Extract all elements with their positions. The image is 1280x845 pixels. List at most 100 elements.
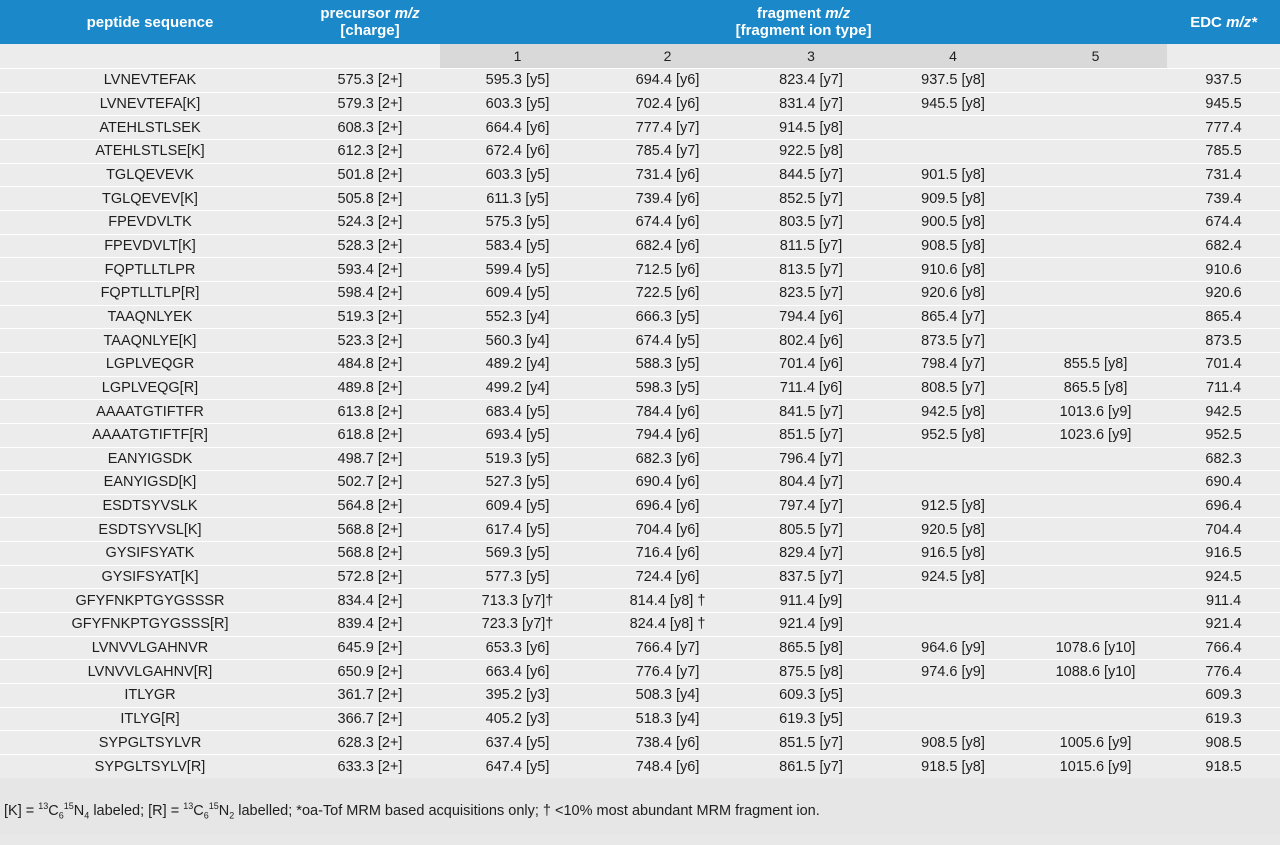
footnote-text: labelled; *oa-Tof MRM based acquisitions… [234,802,820,819]
table-cell: 937.5 [y8] [882,68,1024,93]
table-cell: 595.3 [y5] [440,68,595,93]
table-cell [882,588,1024,613]
table-row: LVNVVLGAHNV[R] 650.9 [2+] 663.4 [y6] 776.4 … [0,659,1280,684]
table-cell [1024,706,1168,731]
table-cell: 964.6 [y9] [882,635,1024,660]
table-cell [882,706,1024,731]
table-cell: FQPTLLTLPR [0,257,300,282]
table-cell: 918.5 [1167,754,1280,779]
footnote-text: N [218,802,230,819]
table-cell [1024,138,1168,164]
table-cell: 824.4 [y8] † [595,612,740,637]
table-cell: 829.4 [y7] [740,541,882,566]
table-cell: 603.3 [y5] [440,91,595,116]
table-cell: LVNEVTEFAK [0,68,300,93]
table-cell: 502.7 [2+] [300,470,440,495]
table-row: ITLYG[R] 366.7 [2+] 405.2 [y3] 518.3 [y4] 61… [0,706,1280,731]
table-cell: 524.3 [2+] [300,209,440,235]
table-cell: 766.4 [1167,635,1280,660]
header-cell: fragment m/z [fragment ion type] [440,0,1168,44]
table-cell: 690.4 [y6] [595,470,740,495]
header-text: precursor [320,5,391,22]
table-cell: LVNVVLGAHNV[R] [0,659,300,684]
table-cell [882,470,1024,495]
table-cell: 952.5 [y8] [882,422,1024,447]
table-row: FQPTLLTLPR 593.4 [2+] 599.4 [y5] 712.5 [y6]… [0,257,1280,282]
table-cell: 519.3 [2+] [300,304,440,329]
fragment-number: 2 [595,44,740,69]
table-cell: 945.5 [1167,91,1280,116]
table-cell: 696.4 [1167,493,1280,518]
table-cell: 865.5 [y8] [1024,375,1168,400]
table-cell: 498.7 [2+] [300,446,440,471]
header-text: EDC [1190,13,1222,31]
table-cell: 802.4 [y6] [740,328,882,353]
table-cell: 814.4 [y8] † [595,588,740,613]
subheader-row: 1 2 3 4 5 [0,44,1280,69]
table-cell: TGLQEVEV[K] [0,186,300,211]
table-row: LGPLVEQGR 484.8 [2+] 489.2 [y4] 588.3 [y5] 7… [0,351,1280,377]
table-cell: 617.4 [y5] [440,517,595,542]
table-cell: 711.4 [y6] [740,375,882,400]
table-cell: 693.4 [y5] [440,422,595,447]
table-row: TGLQEVEV[K] 505.8 [2+] 611.3 [y5] 739.4 [y6… [0,186,1280,211]
table-cell [1024,493,1168,518]
table-cell: 796.4 [y7] [740,446,882,471]
header-cell: EDC m/z* [1167,0,1280,44]
table-row: ATEHLSTLSEK 608.3 [2+] 664.4 [y6] 777.4 [y7… [0,115,1280,140]
table-cell: 704.4 [y6] [595,517,740,542]
table-cell: 921.4 [y9] [740,612,882,637]
table-cell: 723.3 [y7]† [440,612,595,637]
footnote-text: labeled; [R] = [89,802,184,819]
table-cell: 577.3 [y5] [440,564,595,589]
table-cell: 852.5 [y7] [740,186,882,211]
table-cell: 619.3 [1167,706,1280,731]
table-cell: 682.4 [1167,233,1280,258]
table-cell: 785.5 [1167,138,1280,164]
table-cell: 841.5 [y7] [740,399,882,424]
table-cell: 569.3 [y5] [440,541,595,566]
header-cell: peptide sequence [0,0,300,44]
table-cell: 748.4 [y6] [595,754,740,779]
table-cell: 609.3 [y5] [740,683,882,708]
table-cell: 722.5 [y6] [595,280,740,306]
table-cell: 910.6 [1167,257,1280,282]
table-cell: 603.3 [y5] [440,162,595,187]
table-cell [1024,115,1168,140]
table-row: FPEVDVLT[K] 528.3 [2+] 583.4 [y5] 682.4 [y6… [0,233,1280,258]
table-cell: 608.3 [2+] [300,115,440,140]
table-cell: 575.3 [2+] [300,68,440,93]
table-cell: 519.3 [y5] [440,446,595,471]
table-row: AAAATGTIFTF[R] 618.8 [2+] 693.4 [y5] 794.4 … [0,422,1280,447]
table-cell: 499.2 [y4] [440,375,595,400]
subheader-cell [1167,44,1280,69]
table-cell [1024,209,1168,235]
table-cell: 683.4 [y5] [440,399,595,424]
table-cell: 920.5 [y8] [882,517,1024,542]
table-cell: 901.5 [y8] [882,162,1024,187]
table-cell: ITLYG[R] [0,706,300,731]
table-cell: 916.5 [1167,541,1280,566]
table-cell [882,612,1024,637]
table-cell: 920.6 [y8] [882,280,1024,306]
table-cell: 583.4 [y5] [440,233,595,258]
table-cell: 701.4 [y6] [740,351,882,377]
table-cell: 682.4 [y6] [595,233,740,258]
table-cell: 811.5 [y7] [740,233,882,258]
table-cell: 484.8 [2+] [300,351,440,377]
table-row: GYSIFSYAT[K] 572.8 [2+] 577.3 [y5] 724.4 [y… [0,564,1280,589]
table-cell: EANYIGSD[K] [0,470,300,495]
table-cell: LGPLVEQGR [0,351,300,377]
table-cell [882,683,1024,708]
table-cell [1024,186,1168,211]
footnote-text: 6 [203,810,209,821]
table-cell: LVNVVLGAHNVR [0,635,300,660]
table-cell: TAAQNLYE[K] [0,328,300,353]
header-italic: m/z [394,5,420,22]
table-cell: 974.6 [y9] [882,659,1024,684]
footnote-text: 13 [38,801,49,811]
header-text: fragment [756,5,822,22]
table-cell: 598.4 [2+] [300,280,440,306]
table-cell: 839.4 [2+] [300,612,440,637]
table-cell: 489.8 [2+] [300,375,440,400]
